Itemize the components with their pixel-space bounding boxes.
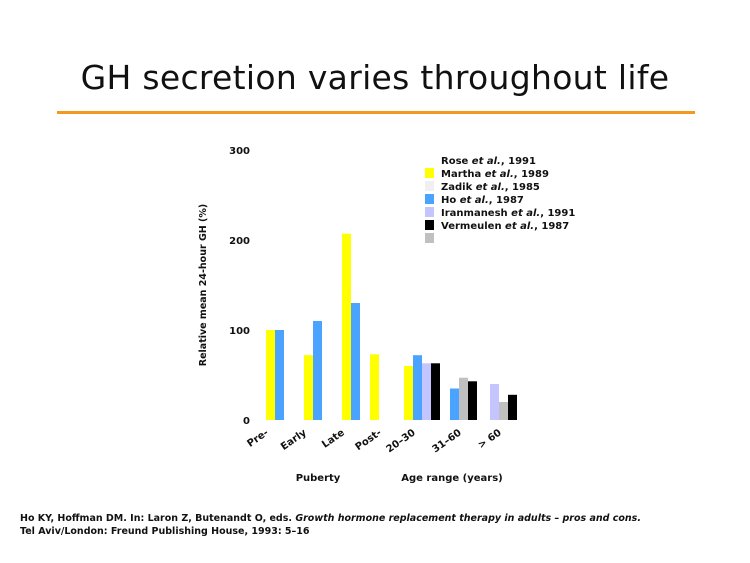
citation-authors: Ho KY, Hoffman DM. In: Laron Z, Butenand… (20, 513, 292, 524)
bar (404, 366, 413, 420)
bar (431, 363, 440, 420)
legend-swatch (425, 194, 434, 204)
bar (257, 330, 266, 420)
legend-entry: Martha et al., 1989 (441, 169, 549, 180)
y-tick-label: 100 (229, 326, 250, 337)
bar (370, 354, 379, 420)
citation-book-title: Growth hormone replacement therapy in ad… (295, 513, 641, 524)
legend-entry: Vermeulen et al., 1987 (441, 221, 569, 232)
legend-swatch (425, 168, 434, 178)
citation: Ho KY, Hoffman DM. In: Laron Z, Butenand… (20, 512, 710, 538)
chart-legend: Rose et al., 1991 Martha et al., 1989 Zadi… (425, 155, 575, 243)
bar (313, 321, 322, 420)
bar (295, 312, 304, 420)
bar (459, 377, 468, 420)
y-tick-label: 300 (229, 146, 250, 157)
citation-line-2: Tel Aviv/London: Freund Publishing House… (20, 526, 310, 537)
title-underline (57, 111, 695, 114)
y-tick-label: 0 (243, 416, 250, 427)
x-tick-label: Post- (354, 427, 384, 453)
bar (413, 355, 422, 420)
bar-chart: 0 100 200 300 Relative mean 24-hour GH (%) Pr… (198, 146, 575, 484)
x-tick-label: Early (279, 427, 309, 453)
x-tick-label: 31–60 (431, 427, 464, 455)
x-tick-label: > 60 (476, 427, 503, 451)
bar (342, 233, 351, 420)
legend-swatch (425, 207, 434, 217)
bar (275, 330, 284, 420)
x-tick-label: 20–30 (385, 427, 418, 455)
x-tick-label: Pre- (245, 427, 270, 449)
bar (422, 363, 431, 420)
chart-bars (257, 223, 517, 420)
bar (333, 223, 342, 420)
legend-entry: Iranmanesh et al., 1991 (441, 208, 575, 219)
legend-swatch (425, 233, 434, 243)
slide-title: GH secretion varies throughout life (80, 58, 670, 97)
group-label: Puberty (296, 473, 341, 484)
bar (490, 384, 499, 420)
legend-swatch (425, 155, 434, 165)
bar (508, 394, 517, 420)
x-tick-label: Late (320, 427, 347, 450)
bar (304, 355, 313, 420)
legend-entry: Zadik et al., 1985 (441, 182, 540, 193)
y-axis-label: Relative mean 24-hour GH (%) (198, 204, 209, 366)
bar (450, 388, 459, 420)
group-label: Age range (years) (401, 473, 502, 484)
bar (499, 402, 508, 420)
legend-swatch (425, 220, 434, 230)
legend-swatch (425, 181, 434, 191)
bar (266, 330, 275, 420)
bar (468, 381, 477, 420)
legend-entry: Ho et al., 1987 (441, 195, 524, 206)
y-tick-label: 200 (229, 236, 250, 247)
bar (351, 303, 360, 420)
legend-entry: Rose et al., 1991 (441, 156, 536, 167)
citation-line-1: Ho KY, Hoffman DM. In: Laron Z, Butenand… (20, 512, 710, 525)
